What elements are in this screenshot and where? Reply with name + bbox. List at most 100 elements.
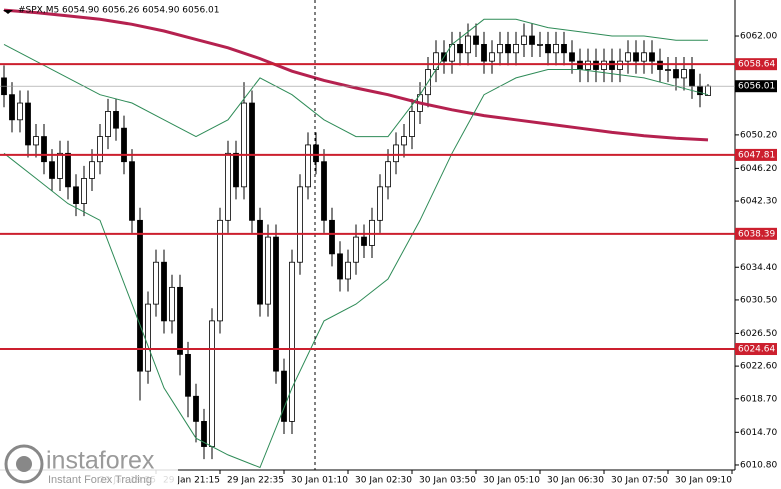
candle-body — [585, 60, 591, 70]
candle-body — [265, 236, 271, 305]
candle-body — [289, 261, 295, 422]
candle-body — [33, 136, 39, 146]
indicator-line — [3, 18, 708, 138]
candle-body — [593, 60, 599, 70]
chart-title: #SPX,M5 6054.90 6056.26 6054.90 6056.01 — [18, 6, 220, 16]
candle-body — [513, 44, 519, 54]
candle-body — [321, 161, 327, 221]
x-tick-label: 29 Jan 22:35 — [227, 476, 284, 486]
candle-body — [393, 144, 399, 163]
candle-body — [457, 44, 463, 54]
candle-body — [129, 161, 135, 221]
candle-body — [185, 353, 191, 397]
candle-body — [649, 52, 655, 62]
y-tick-label: 6022.60 — [740, 362, 777, 372]
candle-body — [41, 136, 47, 163]
menu-icon — [3, 10, 13, 14]
candle-body — [377, 186, 383, 221]
candle-body — [409, 111, 415, 137]
level-label: 6024.64 — [738, 345, 775, 355]
candle-body — [577, 60, 583, 70]
logo-tagline: Instant Forex Trading — [48, 474, 152, 486]
candle-body — [481, 44, 487, 62]
x-tick-label: 30 Jan 06:30 — [547, 476, 604, 486]
candle-body — [57, 152, 63, 179]
indicator-line — [3, 69, 709, 469]
level-label: 6058.64 — [738, 60, 775, 70]
candle-body — [537, 44, 543, 46]
candle-body — [385, 161, 391, 188]
x-tick-label: 30 Jan 09:10 — [675, 476, 732, 486]
logo-brand: instaforex — [46, 447, 155, 475]
candle-body — [281, 370, 287, 422]
x-tick-label: 30 Jan 07:50 — [611, 476, 668, 486]
y-tick-label: 6018.70 — [740, 394, 777, 404]
candle-body — [657, 60, 663, 70]
y-tick-label: 6034.40 — [740, 263, 777, 273]
candle-body — [401, 136, 407, 146]
candle-body — [113, 111, 119, 129]
y-tick-label: 6010.80 — [740, 460, 777, 470]
level-label-bg — [735, 227, 777, 240]
candle-body — [473, 35, 479, 45]
candle-body — [273, 236, 279, 372]
candle-body — [553, 44, 559, 54]
candle-body — [489, 52, 495, 62]
candle-body — [81, 178, 87, 204]
candle-body — [169, 286, 175, 322]
candle-body — [465, 35, 471, 54]
candle-body — [145, 303, 151, 372]
candle-body — [361, 236, 367, 246]
level-label-bg — [735, 148, 777, 161]
candle-body — [177, 286, 183, 355]
candle-body — [609, 60, 615, 70]
indicator-line — [3, 8, 709, 142]
y-tick-label: 6030.50 — [740, 295, 777, 305]
candle-body — [201, 421, 207, 447]
level-label: 6038.39 — [738, 229, 775, 239]
y-tick-label: 6062.00 — [740, 32, 777, 42]
logo-icon-core — [16, 456, 32, 472]
candle-body — [249, 102, 255, 221]
candle-body — [257, 219, 263, 305]
candle-body — [297, 186, 303, 263]
y-tick-label: 6050.20 — [740, 130, 777, 140]
candle-body — [545, 44, 551, 54]
y-tick-label: 6026.50 — [740, 329, 777, 339]
candle-body — [97, 136, 103, 163]
candle-body — [153, 261, 159, 305]
y-tick-label: 6042.30 — [740, 197, 777, 207]
candle-body — [241, 102, 247, 188]
x-tick-label: 30 Jan 05:10 — [483, 476, 540, 486]
x-tick-label: 30 Jan 03:50 — [419, 476, 476, 486]
candle-body — [313, 144, 319, 163]
candle-body — [25, 102, 31, 146]
candle-body — [65, 152, 71, 188]
candle-body — [329, 219, 335, 255]
candle-body — [529, 35, 535, 45]
candle-body — [641, 52, 647, 62]
y-tick-label: 6014.70 — [740, 428, 777, 438]
candle-body — [345, 261, 351, 280]
candle-body — [121, 127, 127, 163]
candle-body — [105, 111, 111, 137]
candle-body — [209, 320, 215, 447]
candle-body — [497, 44, 503, 54]
candle-body — [193, 395, 199, 422]
price-label: 6056.01 — [738, 82, 775, 92]
candle-body — [665, 69, 671, 71]
candle-body — [673, 69, 679, 79]
y-tick-label: 6046.20 — [740, 164, 777, 174]
candle-body — [233, 152, 239, 188]
price-label-bg — [735, 80, 777, 93]
candle-body — [601, 60, 607, 70]
candle-body — [49, 161, 55, 179]
candle-body — [689, 69, 695, 87]
candle-body — [561, 44, 567, 54]
x-tick-label: 30 Jan 01:10 — [291, 476, 348, 486]
logo: instaforex Instant Forex Trading — [0, 444, 178, 489]
candle-body — [681, 69, 687, 79]
logo-icon — [4, 444, 44, 484]
